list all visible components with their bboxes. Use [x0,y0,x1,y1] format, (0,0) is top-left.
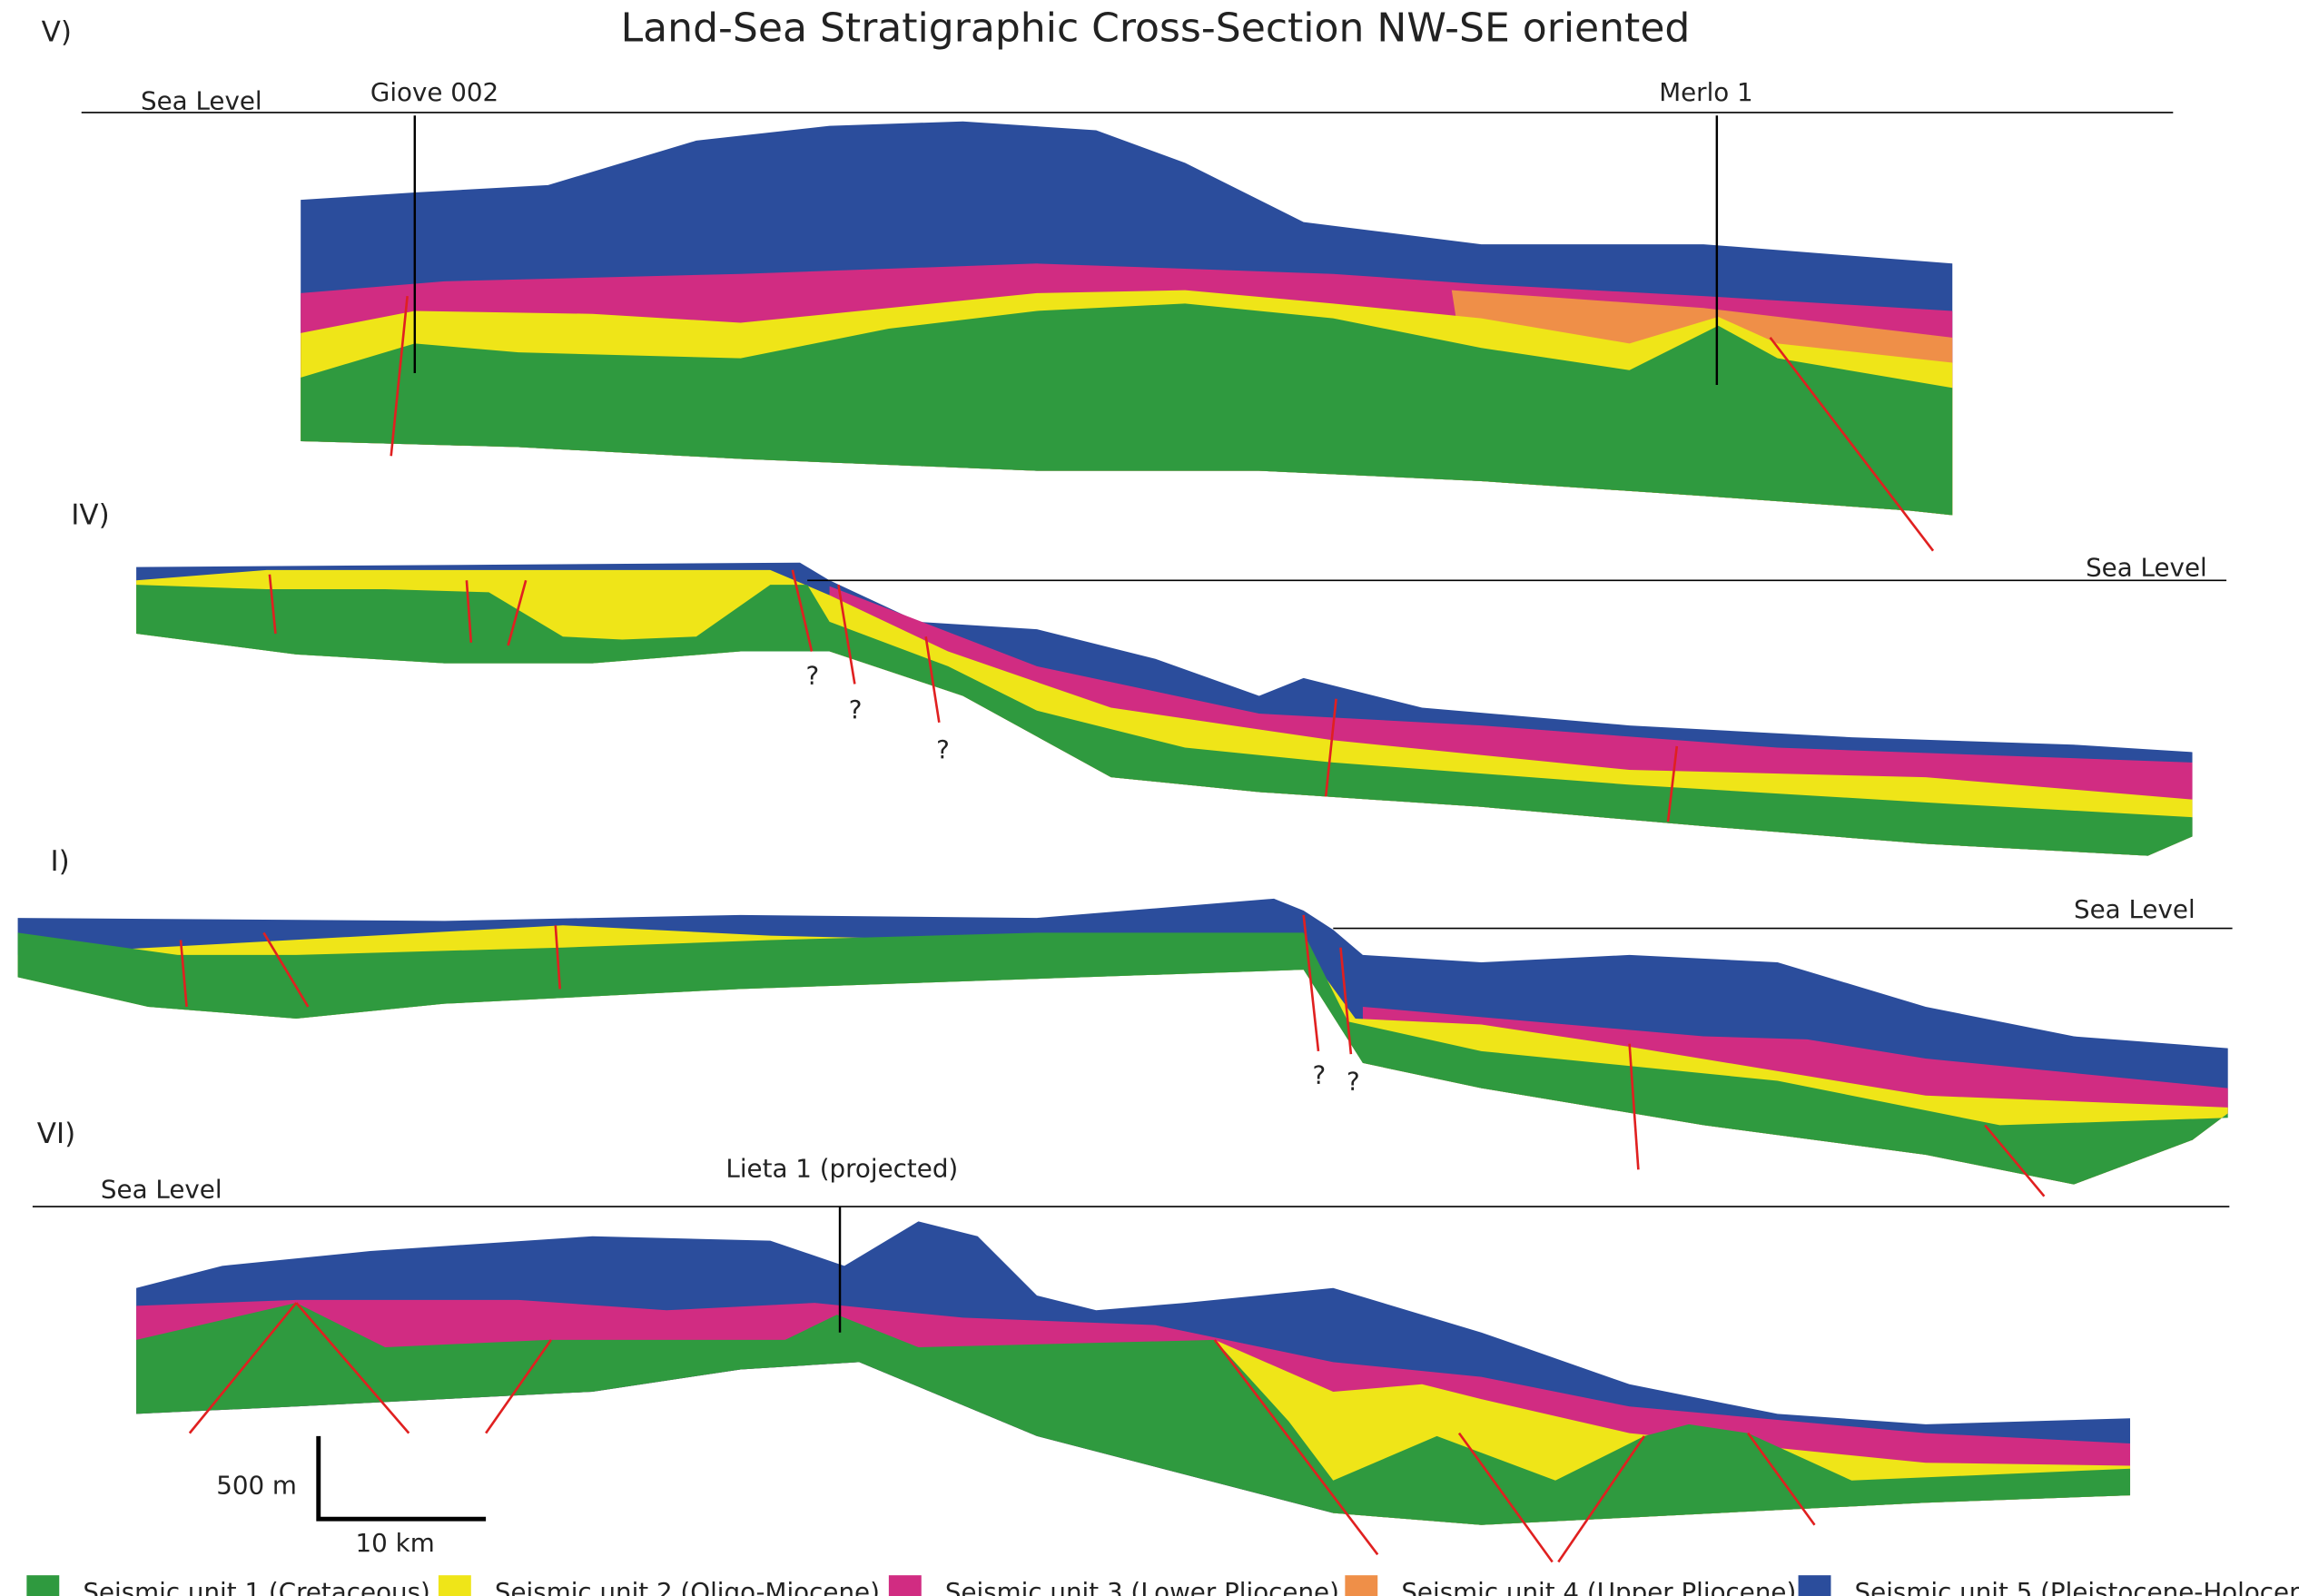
scale-bar [319,1436,486,1519]
legend-swatch [1799,1575,1831,1596]
scale-label: 500 m [216,1470,297,1500]
question-mark: ? [936,734,950,764]
legend-swatch [439,1575,471,1596]
legend-label: Seismic unit 5 (Pleistocene-Holocene) [1855,1577,2299,1596]
section-label: V) [42,16,72,49]
sea-level-label: Sea Level [141,86,262,116]
legend: Seismic unit 1 (Cretaceous) Seismic unit … [26,1575,2299,1596]
well-label: Merlo 1 [1659,77,1753,107]
legend-label: Seismic unit 1 (Cretaceous) [83,1577,430,1596]
legend-label: Seismic unit 3 (Lower Pliocene) [945,1577,1339,1596]
cross-sections [18,113,2233,1562]
sea-level-label: Sea Level [101,1174,222,1204]
question-mark: ? [849,695,863,724]
well-label: Lieta 1 (projected) [725,1153,958,1183]
legend-swatch [889,1575,922,1596]
question-mark: ? [1312,1060,1326,1090]
legend-label: Seismic unit 4 (Upper Pliocene) [1401,1577,1796,1596]
section-label: I) [50,845,69,878]
question-mark: ? [1347,1066,1360,1096]
sea-level-label: Sea Level [2086,552,2207,582]
question-mark: ? [806,660,820,690]
figure: Land-Sea Stratigraphic Cross-Section NW-… [0,0,2299,1596]
page: {"title":"Land-Sea Stratigraphic Cross-S… [0,0,2299,1596]
section-label: VI) [37,1118,75,1150]
legend-swatch [1345,1575,1377,1596]
sea-level-label: Sea Level [2074,894,2195,924]
legend-label: Seismic unit 2 (Oligo-Miocene) [495,1577,880,1596]
well-label: Giove 002 [370,77,498,107]
title: Land-Sea Stratigraphic Cross-Section NW-… [621,5,1691,52]
legend-swatch [26,1575,59,1596]
section-label: IV) [71,498,109,531]
scale-label: 10 km [356,1528,435,1558]
